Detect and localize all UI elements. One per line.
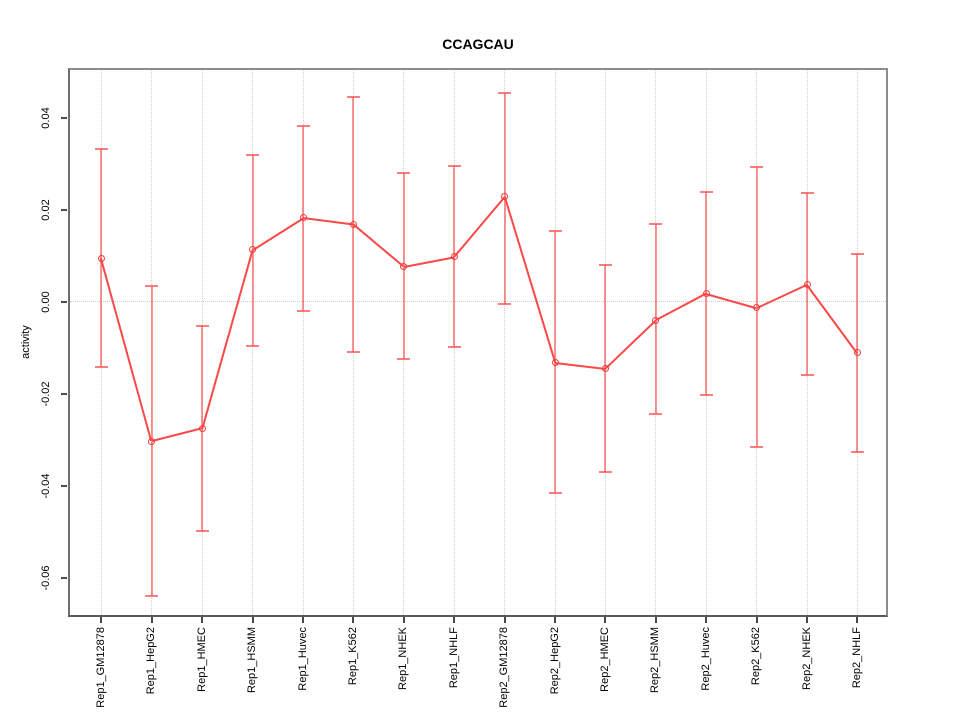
data-point-marker [349,220,357,228]
data-point-marker [400,262,408,270]
data-point-marker [803,280,811,288]
error-bar-cap-bottom [397,358,411,361]
data-point-marker [148,437,156,445]
error-bar-cap-bottom [346,351,360,354]
error-bar-cap-top [699,190,713,193]
zero-line [70,301,886,303]
gridline-vertical [504,70,506,615]
data-point-marker [450,253,458,261]
y-tick-label: -0.06 [40,565,52,591]
x-tick-label: Rep2_Huvec [699,627,712,691]
x-axis-tick [705,617,708,623]
chart-title: CCAGCAU [442,36,514,52]
y-axis-tick [61,392,67,395]
error-bar-cap-top [750,166,764,169]
x-axis-tick [100,617,103,623]
x-tick-label: Rep1_HMEC [195,627,208,692]
x-axis-tick [554,617,556,623]
error-bar-cap-top [649,222,663,225]
x-tick-label: Rep2_K562 [750,627,763,686]
plot-border [68,68,888,617]
x-axis-tick [856,617,859,623]
error-bar-cap-bottom [548,491,562,494]
x-tick-label: Rep1_NHEK [397,627,410,690]
x-axis-tick [503,617,506,623]
error-bar-cap-top [246,153,260,156]
x-axis-tick [352,617,355,623]
x-tick-label: Rep1_NHLF [447,627,460,689]
error-bar-cap-top [346,95,360,98]
error-bar-cap-bottom [598,470,612,473]
x-tick-label: Rep2_HepG2 [548,627,561,695]
error-bar-cap-top [598,263,612,266]
error-bar-cap-top [195,324,209,327]
x-axis-tick [755,617,758,623]
x-tick-label: Rep2_NHLF [850,627,863,689]
data-point-marker [702,290,710,298]
x-tick-label: Rep1_GM12878 [94,627,107,708]
x-axis-tick [402,617,405,623]
error-bar-cap-bottom [850,451,864,454]
data-point-marker [753,304,761,312]
y-axis-label: activity [20,325,32,359]
x-tick-label: Rep1_K562 [346,627,359,686]
data-point-marker [551,359,559,366]
data-point-marker [198,424,206,432]
error-bar-cap-top [800,191,814,194]
error-bar-cap-top [850,252,864,255]
error-bar-cap-top [296,124,310,127]
error-bar-cap-bottom [447,345,461,348]
error-bar-cap-bottom [296,309,310,312]
x-tick-label: Rep2_HMEC [598,627,611,692]
x-tick-label: Rep1_HepG2 [145,627,158,695]
error-bar-cap-top [498,91,512,94]
error-bar-cap-bottom [94,365,108,368]
error-bar-cap-top [548,229,562,232]
x-axis-tick [251,617,254,623]
error-bar-cap-top [94,147,108,150]
error-bar-cap-top [397,171,411,174]
x-tick-label: Rep1_HSMM [246,627,259,694]
error-bar-cap-bottom [750,445,764,448]
x-axis-tick [806,617,808,623]
data-point-marker [299,214,307,222]
y-tick-label: 0.00 [40,291,52,313]
y-axis-tick [61,484,67,487]
data-point-marker [652,316,660,324]
error-bar-cap-bottom [145,594,159,597]
error-bar-cap-bottom [195,530,209,533]
data-point-marker [97,254,105,262]
gridline-vertical [302,70,304,615]
y-axis-tick [61,116,67,119]
x-axis-tick [604,617,607,623]
error-bar-cap-bottom [649,413,663,416]
data-point-marker [249,245,257,253]
y-axis-tick [61,208,67,211]
x-axis-tick [654,617,657,623]
y-tick-label: -0.04 [40,473,52,499]
x-axis-tick [150,617,153,623]
y-axis-tick [61,576,67,579]
error-bar-cap-bottom [699,394,713,397]
data-point-marker [501,193,509,201]
x-axis-tick [302,617,304,623]
x-tick-label: Rep2_GM12878 [498,627,511,708]
y-tick-label: 0.02 [40,199,52,221]
y-tick-label: 0.04 [40,107,52,129]
x-tick-label: Rep1_Huvec [296,627,309,691]
error-bar-cap-bottom [800,373,814,376]
error-bar-cap-top [447,165,461,168]
x-tick-label: Rep2_HSMM [649,627,662,694]
data-point-marker [601,364,609,372]
y-axis-tick [61,300,67,303]
x-axis-tick [201,617,204,623]
y-tick-label: -0.02 [40,381,52,407]
x-axis-tick [453,617,456,623]
x-tick-label: Rep2_NHEK [800,627,813,690]
data-point-marker [853,349,861,357]
error-bar-cap-top [145,285,159,288]
error-bar-cap-bottom [246,344,260,347]
error-bar-cap-bottom [498,302,512,305]
